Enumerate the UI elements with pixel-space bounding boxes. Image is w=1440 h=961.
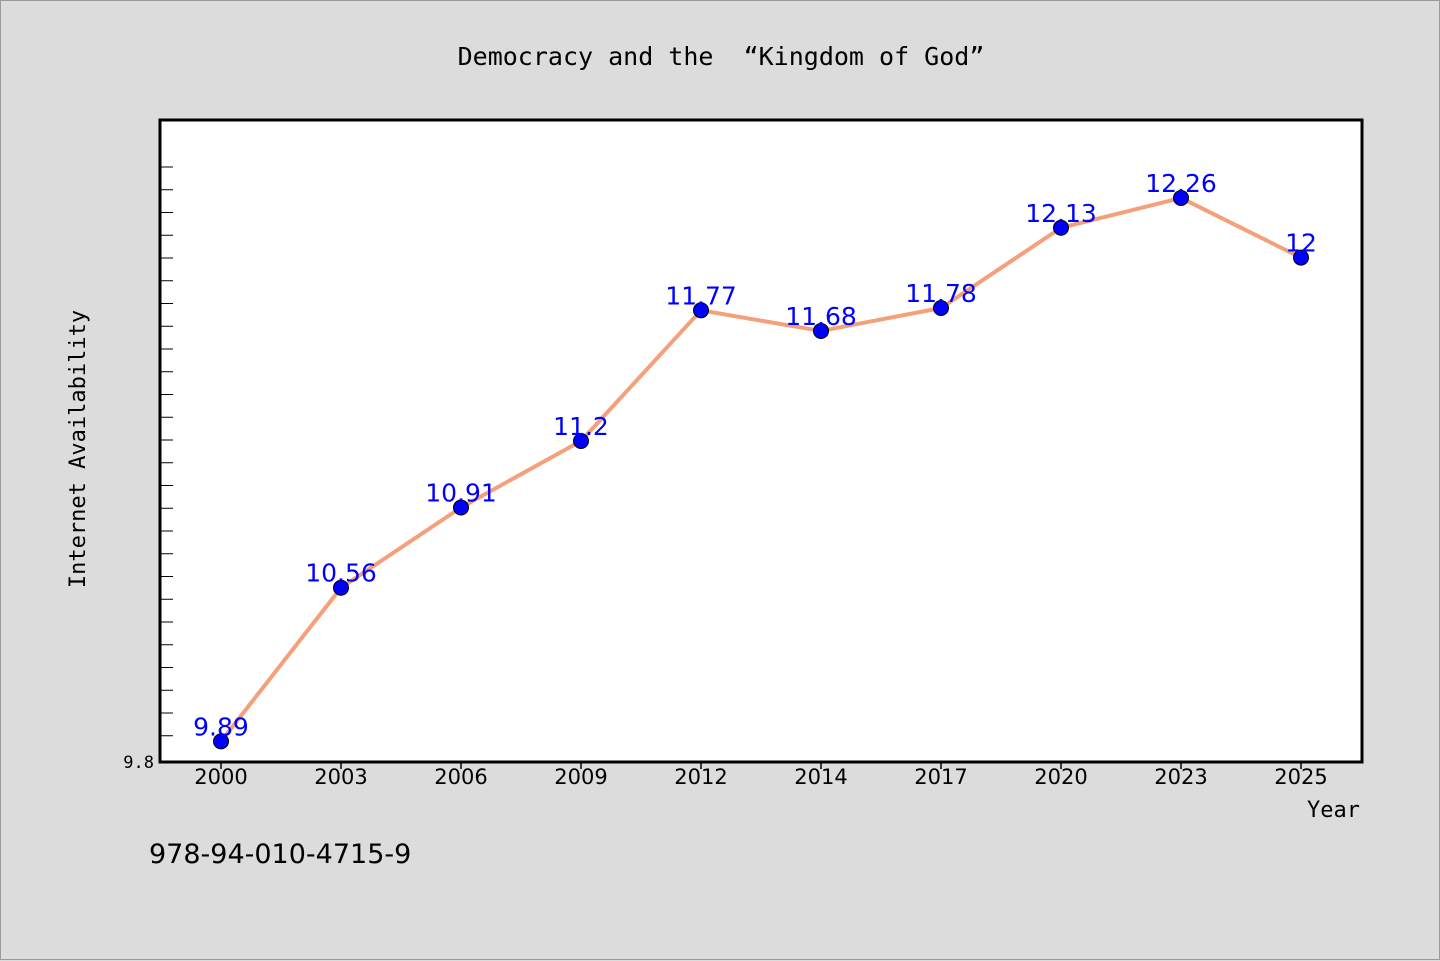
plot-area: [158, 118, 1364, 764]
data-label: 11.68: [785, 302, 857, 331]
x-ticks: 2000 2003 2006 2009 2012 2014 2017 2020 2023 2025: [194, 762, 1328, 789]
data-point: [813, 322, 829, 339]
x-tick-label: 2006: [434, 765, 487, 789]
isbn-text: 978-94-010-4715-9: [149, 839, 411, 870]
data-label: 12: [1285, 229, 1317, 258]
x-tick-label: 2017: [914, 765, 967, 789]
y-tick-label: 9.8: [123, 753, 154, 773]
x-tick-label: 2009: [554, 765, 607, 789]
x-tick-label: 2023: [1154, 765, 1207, 789]
data-label: 12.13: [1025, 199, 1097, 228]
chart-title: Democracy and the “Kingdom of God”: [458, 42, 985, 71]
y-axis-title: Internet Availability: [66, 310, 91, 588]
data-point: [573, 433, 589, 449]
data-point: [1053, 219, 1069, 236]
series-group: 9.89 10.56 10.91 11.2 11.77 11.68 11.78 12.13 12…: [193, 169, 1317, 750]
x-tick-label: 2025: [1274, 765, 1327, 789]
x-tick-label: 2012: [674, 765, 727, 789]
data-label: 10.91: [425, 478, 497, 507]
data-point: [213, 733, 229, 750]
x-axis-title: Year: [1307, 798, 1360, 823]
data-point: [333, 579, 349, 596]
x-tick-label: 2014: [794, 765, 847, 789]
data-label: 11.78: [905, 279, 977, 308]
x-tick-label: 2003: [314, 765, 367, 789]
data-label: 11.2: [553, 412, 609, 441]
series-line: [219, 195, 1302, 743]
data-point: [693, 302, 709, 319]
data-label: 11.77: [665, 281, 737, 310]
y-minor-ticks: [160, 166, 173, 737]
data-label: 10.56: [305, 559, 377, 588]
x-tick-label: 2020: [1034, 765, 1087, 789]
data-point: [453, 499, 469, 516]
x-tick-label: 2000: [194, 765, 247, 789]
data-point: [933, 300, 949, 317]
data-label: 12.26: [1145, 169, 1217, 198]
data-point: [1293, 249, 1309, 266]
data-label: 9.89: [193, 712, 249, 741]
data-point: [1173, 189, 1189, 206]
